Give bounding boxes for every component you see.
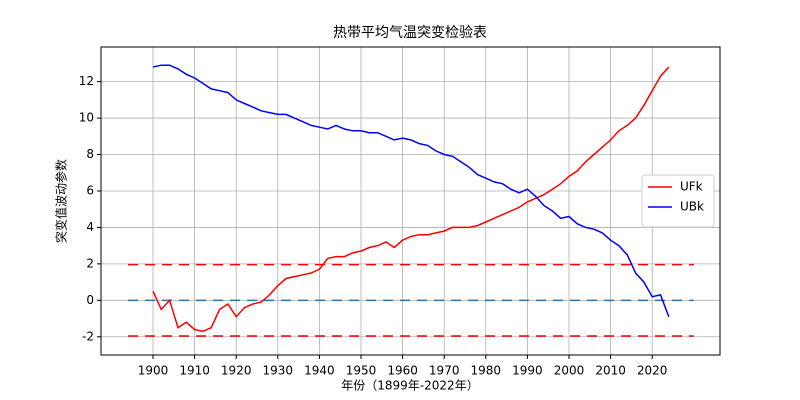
x-tick-label: 1960 (387, 364, 418, 378)
y-tick-label: 4 (86, 220, 94, 234)
y-tick-label: 6 (86, 183, 94, 197)
x-tick-label: 2000 (554, 364, 585, 378)
chart-title: 热带平均气温突变检验表 (333, 25, 487, 41)
legend-label: UBk (680, 200, 704, 214)
legend-label: UFk (680, 180, 703, 194)
x-tick-label: 1950 (346, 364, 377, 378)
y-tick-label: 2 (86, 256, 94, 270)
data-line (152, 64, 670, 317)
y-tick-label: 8 (86, 147, 94, 161)
y-axis-label: 突变值波动参数 (54, 159, 69, 243)
y-tick-label: 12 (79, 74, 94, 88)
x-tick-label: 1980 (471, 364, 502, 378)
x-axis-label: 年份（1899年-2022年） (341, 379, 478, 393)
data-line (152, 66, 670, 333)
y-tick-label: -2 (82, 329, 94, 343)
y-tick-label: 0 (86, 293, 94, 307)
x-tick-label: 1900 (138, 364, 169, 378)
x-tick-label: 1940 (304, 364, 335, 378)
x-tick-label: 1910 (179, 364, 210, 378)
y-tick-label: 10 (79, 111, 94, 125)
x-tick-label: 2010 (595, 364, 626, 378)
plot-frame (100, 46, 721, 356)
x-tick-label: 1990 (512, 364, 543, 378)
x-tick-label: 1970 (429, 364, 460, 378)
x-tick-label: 1930 (263, 364, 294, 378)
x-tick-label: 1920 (221, 364, 252, 378)
x-tick-label: 2020 (637, 364, 668, 378)
legend-box (641, 174, 715, 228)
